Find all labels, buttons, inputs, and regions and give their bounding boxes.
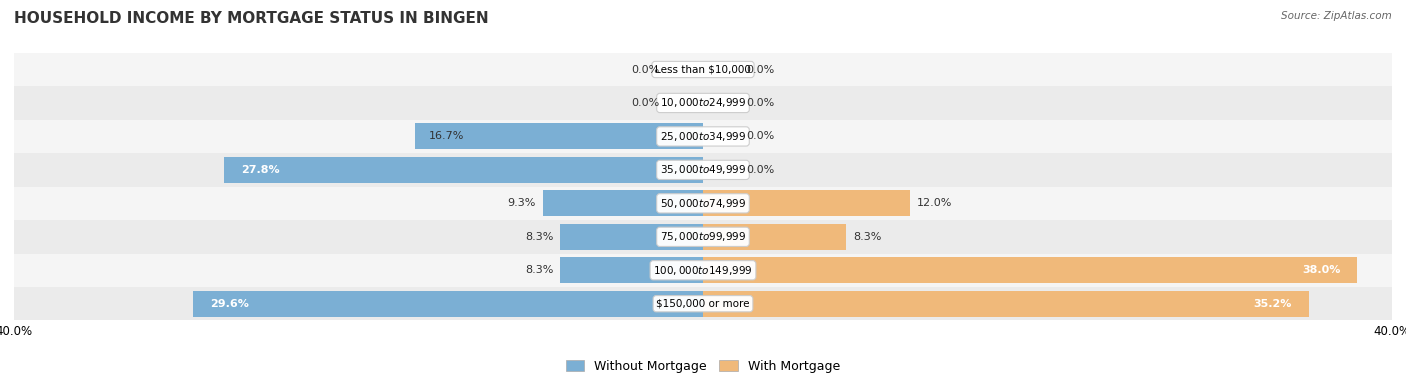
Text: 0.0%: 0.0% bbox=[747, 165, 775, 175]
Text: Less than $10,000: Less than $10,000 bbox=[655, 64, 751, 75]
Bar bbox=[543, 190, 703, 216]
Text: 0.0%: 0.0% bbox=[631, 98, 659, 108]
Bar bbox=[14, 220, 1392, 254]
Text: 12.0%: 12.0% bbox=[917, 198, 952, 208]
Text: 8.3%: 8.3% bbox=[524, 265, 553, 275]
Text: $35,000 to $49,999: $35,000 to $49,999 bbox=[659, 163, 747, 176]
Text: 29.6%: 29.6% bbox=[211, 299, 249, 309]
Bar bbox=[14, 53, 1392, 86]
Text: 8.3%: 8.3% bbox=[853, 232, 882, 242]
Bar bbox=[703, 224, 846, 250]
Text: $50,000 to $74,999: $50,000 to $74,999 bbox=[659, 197, 747, 210]
Text: 0.0%: 0.0% bbox=[747, 64, 775, 75]
Text: 0.0%: 0.0% bbox=[631, 64, 659, 75]
Text: $100,000 to $149,999: $100,000 to $149,999 bbox=[654, 264, 752, 277]
Bar bbox=[703, 291, 1309, 317]
Text: 38.0%: 38.0% bbox=[1302, 265, 1340, 275]
Text: $25,000 to $34,999: $25,000 to $34,999 bbox=[659, 130, 747, 143]
Bar bbox=[224, 157, 703, 183]
Text: HOUSEHOLD INCOME BY MORTGAGE STATUS IN BINGEN: HOUSEHOLD INCOME BY MORTGAGE STATUS IN B… bbox=[14, 11, 489, 26]
Text: 9.3%: 9.3% bbox=[508, 198, 536, 208]
Bar bbox=[14, 187, 1392, 220]
Bar bbox=[560, 224, 703, 250]
Text: $150,000 or more: $150,000 or more bbox=[657, 299, 749, 309]
Text: 27.8%: 27.8% bbox=[242, 165, 280, 175]
Text: 35.2%: 35.2% bbox=[1254, 299, 1292, 309]
Text: 0.0%: 0.0% bbox=[747, 132, 775, 141]
Bar bbox=[193, 291, 703, 317]
Bar bbox=[703, 190, 910, 216]
Text: 8.3%: 8.3% bbox=[524, 232, 553, 242]
Text: Source: ZipAtlas.com: Source: ZipAtlas.com bbox=[1281, 11, 1392, 21]
Bar bbox=[14, 120, 1392, 153]
Legend: Without Mortgage, With Mortgage: Without Mortgage, With Mortgage bbox=[565, 360, 841, 373]
Text: $10,000 to $24,999: $10,000 to $24,999 bbox=[659, 97, 747, 109]
Text: $75,000 to $99,999: $75,000 to $99,999 bbox=[659, 230, 747, 243]
Text: 0.0%: 0.0% bbox=[747, 98, 775, 108]
Bar bbox=[14, 287, 1392, 320]
Bar bbox=[703, 257, 1358, 283]
Text: 16.7%: 16.7% bbox=[429, 132, 464, 141]
Bar bbox=[14, 253, 1392, 287]
Bar bbox=[14, 86, 1392, 120]
Bar bbox=[415, 123, 703, 149]
Bar bbox=[14, 153, 1392, 187]
Bar bbox=[560, 257, 703, 283]
